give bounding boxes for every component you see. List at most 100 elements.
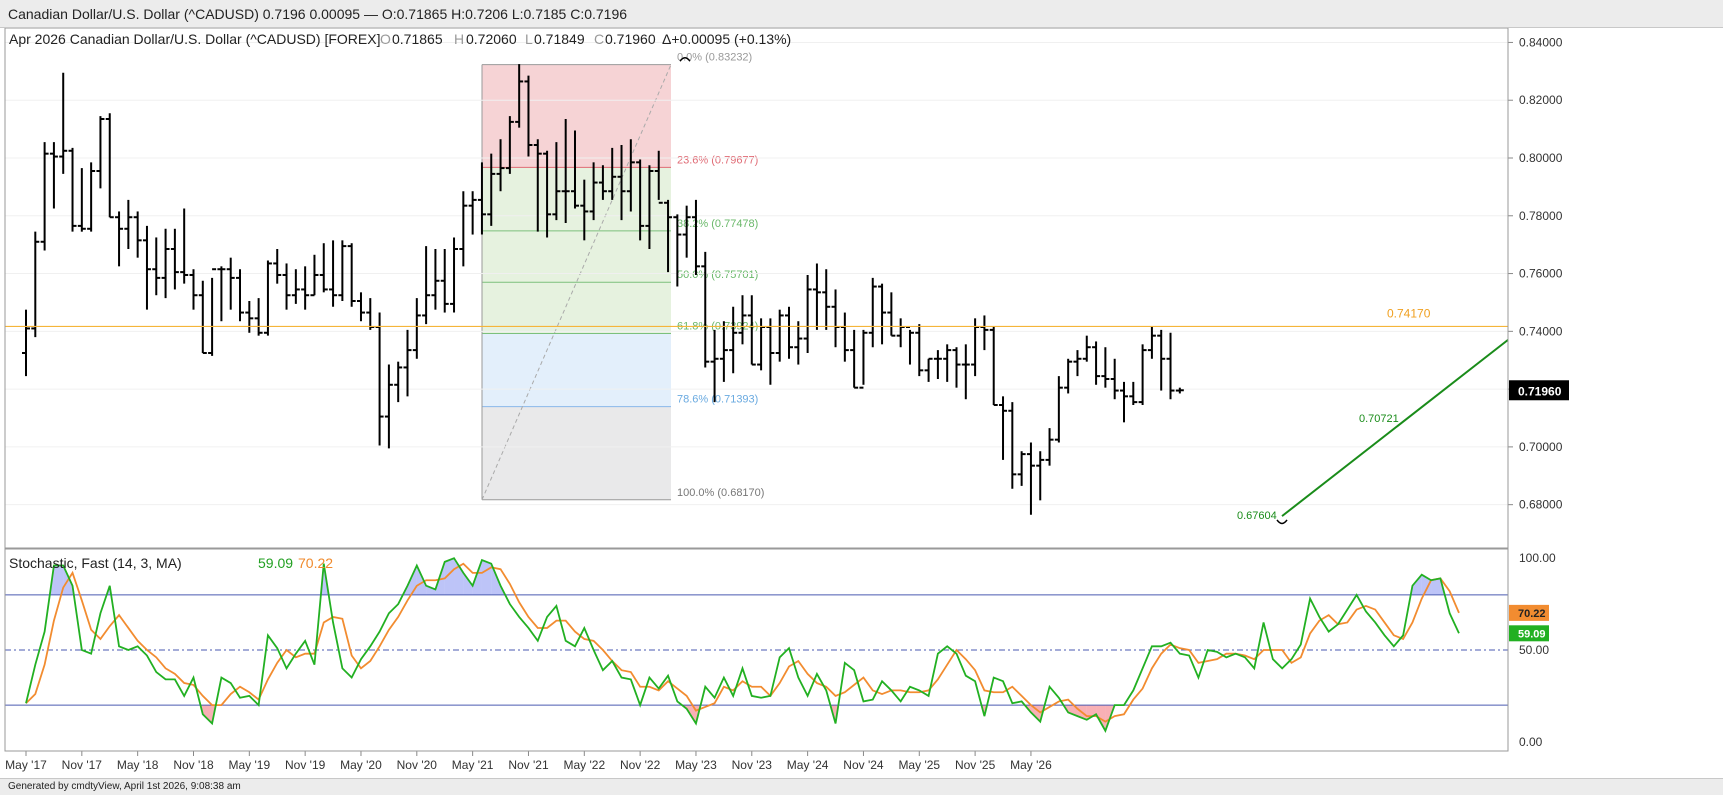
ohlc-bar[interactable]	[952, 347, 961, 388]
ohlc-bar[interactable]	[217, 266, 226, 322]
ohlc-bar[interactable]	[747, 295, 756, 366]
ohlc-bar[interactable]	[626, 139, 635, 212]
ohlc-bar[interactable]	[1175, 387, 1184, 394]
trendline[interactable]	[1281, 339, 1509, 517]
ohlc-bar[interactable]	[598, 165, 607, 200]
ohlc-bar[interactable]	[710, 329, 719, 403]
ohlc-bar[interactable]	[1147, 327, 1156, 359]
ohlc-bar[interactable]	[394, 361, 403, 403]
ohlc-bar[interactable]	[1092, 341, 1101, 385]
ohlc-bar[interactable]	[533, 139, 542, 232]
ohlc-bar[interactable]	[161, 228, 170, 299]
ohlc-bar[interactable]	[468, 191, 477, 235]
ohlc-bar[interactable]	[49, 142, 58, 209]
ohlc-bar[interactable]	[701, 251, 710, 368]
ohlc-bar[interactable]	[1101, 347, 1110, 388]
ohlc-bar[interactable]	[794, 321, 803, 365]
ohlc-bar[interactable]	[850, 329, 859, 389]
ohlc-bar[interactable]	[887, 292, 896, 337]
ohlc-bar[interactable]	[608, 147, 617, 200]
ohlc-bar[interactable]	[384, 364, 393, 449]
ohlc-bar[interactable]	[822, 269, 831, 330]
ohlc-bar[interactable]	[868, 277, 877, 348]
ohlc-bar[interactable]	[431, 249, 440, 310]
ohlc-bar[interactable]	[1119, 381, 1128, 423]
ohlc-bar[interactable]	[924, 357, 933, 382]
ohlc-bar[interactable]	[1036, 451, 1045, 501]
ohlc-bar[interactable]	[487, 153, 496, 226]
ohlc-bar[interactable]	[1008, 402, 1017, 489]
ohlc-bar[interactable]	[356, 292, 365, 322]
ohlc-bar[interactable]	[570, 130, 579, 209]
ohlc-bar[interactable]	[412, 298, 421, 359]
ohlc-bar[interactable]	[236, 269, 245, 322]
ohlc-bar[interactable]	[310, 254, 319, 297]
ohlc-bar[interactable]	[124, 199, 133, 249]
ohlc-bar[interactable]	[729, 306, 738, 374]
ohlc-bar[interactable]	[664, 199, 673, 273]
ohlc-bar[interactable]	[170, 228, 179, 290]
ohlc-bar[interactable]	[812, 263, 821, 330]
ohlc-bar[interactable]	[691, 199, 700, 275]
ohlc-bar[interactable]	[1045, 428, 1054, 466]
ohlc-bar[interactable]	[115, 211, 124, 267]
ohlc-bar[interactable]	[515, 64, 524, 128]
ohlc-bar[interactable]	[719, 321, 728, 382]
stoch-k-line[interactable]	[25, 557, 1460, 733]
ohlc-bar[interactable]	[1026, 442, 1035, 515]
ohlc-bar[interactable]	[682, 205, 691, 258]
ohlc-bar[interactable]	[1054, 376, 1063, 443]
ohlc-bar[interactable]	[1138, 344, 1147, 405]
ohlc-bar[interactable]	[1082, 335, 1091, 362]
ohlc-bar[interactable]	[496, 139, 505, 192]
ohlc-bar[interactable]	[226, 257, 235, 310]
ohlc-bar[interactable]	[943, 344, 952, 382]
ohlc-bar[interactable]	[589, 162, 598, 221]
ohlc-bar[interactable]	[552, 142, 561, 221]
ohlc-bar[interactable]	[329, 240, 338, 307]
ohlc-bar[interactable]	[933, 350, 942, 379]
ohlc-bar[interactable]	[338, 240, 347, 301]
ohlc-bar[interactable]	[189, 269, 198, 310]
ohlc-bar[interactable]	[105, 113, 114, 219]
ohlc-bar[interactable]	[133, 211, 142, 258]
stoch-d-line[interactable]	[25, 562, 1460, 723]
ohlc-bar[interactable]	[738, 295, 747, 345]
ohlc-bar[interactable]	[803, 275, 812, 353]
ohlc-bar[interactable]	[1129, 381, 1138, 405]
ohlc-bar[interactable]	[22, 309, 30, 377]
ohlc-bar[interactable]	[273, 249, 282, 284]
ohlc-bar[interactable]	[87, 162, 96, 232]
ohlc-bar[interactable]	[31, 231, 40, 338]
ohlc-bar[interactable]	[1064, 358, 1073, 394]
ohlc-bar[interactable]	[989, 327, 998, 406]
ohlc-bar[interactable]	[878, 283, 887, 345]
ohlc-bar[interactable]	[785, 306, 794, 359]
ohlc-bar[interactable]	[524, 75, 533, 157]
ohlc-bar[interactable]	[915, 324, 924, 377]
ohlc-bar[interactable]	[1073, 350, 1082, 377]
ohlc-bar[interactable]	[450, 237, 459, 313]
ohlc-bar[interactable]	[68, 147, 77, 232]
ohlc-bar[interactable]	[999, 396, 1008, 460]
ohlc-bar[interactable]	[245, 301, 254, 333]
ohlc-bar[interactable]	[543, 150, 552, 238]
ohlc-bar[interactable]	[961, 344, 970, 400]
chart-canvas[interactable]: 0.0% (0.83232) 23.6% (0.79677) 38.2% (0.77…	[0, 28, 1723, 778]
ohlc-bar[interactable]	[347, 243, 356, 307]
ohlc-bar[interactable]	[617, 145, 626, 221]
ohlc-bar[interactable]	[1166, 332, 1175, 400]
ohlc-bar[interactable]	[77, 168, 86, 232]
ohlc-bar[interactable]	[505, 116, 514, 174]
ohlc-bar[interactable]	[254, 298, 263, 336]
ohlc-bar[interactable]	[580, 179, 589, 241]
ohlc-bar[interactable]	[291, 269, 300, 304]
ohlc-bar[interactable]	[208, 268, 217, 356]
ohlc-bar[interactable]	[422, 246, 431, 325]
ohlc-bar[interactable]	[263, 260, 272, 336]
ohlc-bar[interactable]	[142, 225, 151, 310]
ohlc-bar[interactable]	[180, 208, 189, 284]
ohlc-bar[interactable]	[775, 309, 784, 362]
ohlc-bar[interactable]	[403, 329, 412, 397]
ohlc-bar[interactable]	[59, 72, 68, 174]
